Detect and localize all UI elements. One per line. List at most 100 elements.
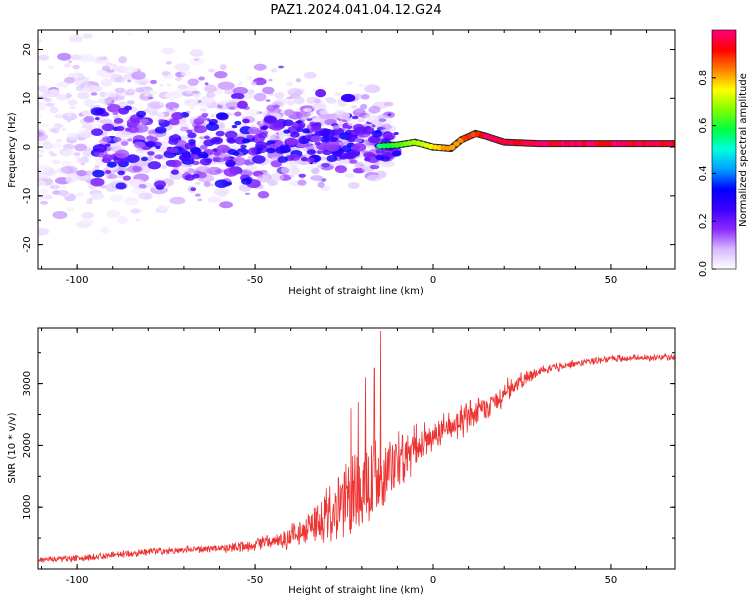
main-tone-segment — [449, 144, 456, 150]
spectrogram-speckle — [153, 180, 167, 188]
spectrogram-speckle — [208, 121, 215, 126]
spectrogram-speckle — [280, 110, 285, 114]
spectrogram-speckle — [320, 136, 330, 143]
spectrogram-speckle — [351, 115, 359, 120]
spectrogram-speckle — [154, 126, 167, 134]
spectrogram-speckle — [78, 54, 94, 63]
spectrogram-speckle — [242, 138, 251, 144]
spectrogram-speckle — [236, 100, 248, 109]
spectrogram-speckle — [72, 64, 80, 70]
spectrogram-speckle — [343, 134, 353, 141]
spectrogram-speckle — [248, 127, 260, 135]
spectrogram-speckle — [354, 137, 363, 143]
spectrogram-speckle — [199, 107, 208, 112]
spectrogram-speckle — [106, 209, 121, 219]
spectrogram-speckle — [300, 116, 308, 121]
spectrogram-heatmap — [38, 32, 675, 236]
spectrogram-speckle — [296, 120, 303, 124]
spectrogram-speckle — [257, 173, 272, 183]
spectrogram-speckle — [208, 68, 216, 73]
spectrogram-speckle — [268, 173, 285, 181]
spectrogram-speckle — [240, 144, 247, 149]
spectrogram-speckle — [172, 133, 179, 138]
spectrogram-speckle — [124, 197, 139, 206]
spectrogram-speckle — [149, 136, 159, 143]
spectrogram-speckle — [148, 111, 158, 116]
spectrogram-speckle — [147, 96, 154, 100]
spectrogram-speckle — [351, 105, 358, 109]
spectrogram-speckle — [184, 142, 196, 150]
spectrogram-speckle — [73, 152, 81, 156]
spectrogram-speckle — [213, 151, 221, 156]
spectrogram-speckle — [203, 181, 211, 187]
spectrogram-speckle — [93, 151, 100, 156]
spectrogram-speckle — [107, 161, 117, 168]
spectrogram-speckle — [116, 125, 125, 132]
spectrogram-speckle — [227, 138, 237, 144]
spectrogram-speckle — [204, 84, 217, 93]
spectrogram-speckle — [318, 128, 331, 136]
spectrogram-speckle — [52, 183, 60, 190]
spectrogram-speckle — [146, 121, 153, 125]
spectrogram-speckle — [186, 129, 193, 134]
spectrogram-speckle — [285, 81, 294, 87]
spectrogram-speckle — [247, 89, 255, 95]
spectrogram-speckle — [92, 144, 107, 153]
spectrogram-speckle — [278, 65, 284, 69]
spectrogram-speckle — [63, 63, 71, 68]
spectrogram-speckle — [91, 128, 104, 136]
spectrogram-speckle — [84, 170, 93, 177]
spectrogram-speckle — [234, 120, 242, 126]
spectrogram-speckle — [56, 94, 68, 101]
snr-x-label: Height of straight line (km) — [288, 585, 424, 596]
spectrogram-speckle — [205, 92, 216, 98]
spectrogram-speckle — [287, 125, 300, 134]
spectrogram-speckle — [279, 144, 290, 151]
snr-background — [38, 328, 675, 569]
spectrogram-speckle — [382, 123, 392, 130]
spectrogram-speckle — [272, 104, 280, 109]
y-tick-label: -20 — [22, 236, 33, 252]
spectrogram-speckle — [337, 99, 342, 103]
spectrogram-speckle — [58, 185, 66, 190]
spectrogram-speckle — [120, 141, 129, 146]
spectrogram-speckle — [143, 92, 150, 97]
spectrogram-speckle — [234, 111, 242, 117]
spectrogram-speckle — [165, 107, 176, 113]
snr-series-line — [38, 331, 675, 563]
spectrogram-speckle — [164, 91, 181, 100]
spectrogram-speckle — [147, 151, 155, 156]
spectrogram-speckle — [197, 198, 203, 202]
spectrogram-speckle — [159, 102, 164, 106]
spectrogram-speckle — [332, 124, 340, 130]
spectrogram-speckle — [65, 93, 72, 99]
spectrogram-speckle — [161, 165, 167, 169]
x-tick-label: 50 — [605, 275, 618, 286]
x-tick-label: -50 — [247, 575, 263, 586]
spectrogram-speckle — [247, 155, 252, 159]
spectrogram-speckle — [334, 165, 347, 174]
spectrogram-speckle — [291, 167, 301, 175]
spectrogram-speckle — [306, 165, 315, 170]
spectrogram-speckle — [60, 160, 72, 166]
spectrogram-speckle — [52, 128, 60, 134]
spectrogram-speckle — [159, 84, 164, 87]
spectrogram-speckle — [184, 174, 195, 181]
x-tick-label: 0 — [430, 275, 436, 286]
spectrogram-speckle — [76, 157, 90, 164]
spectrogram-speckle — [249, 166, 258, 172]
spectrogram-speckle — [304, 71, 317, 79]
spectrogram-speckle — [46, 102, 55, 107]
spectrogram-speckle — [170, 169, 179, 175]
spectrogram-speckle — [190, 98, 199, 103]
spectrogram-speckle — [255, 150, 262, 155]
spectrogram-speckle — [113, 117, 124, 124]
spectrogram-speckle — [231, 124, 238, 129]
spectrogram-speckle — [161, 47, 175, 55]
spectrogram-speckle — [81, 110, 90, 116]
spectrogram-speckle — [118, 107, 129, 115]
spectrogram-speckle — [158, 119, 165, 124]
spectrogram-speckle — [245, 109, 261, 117]
spectrogram-speckle — [316, 150, 323, 155]
